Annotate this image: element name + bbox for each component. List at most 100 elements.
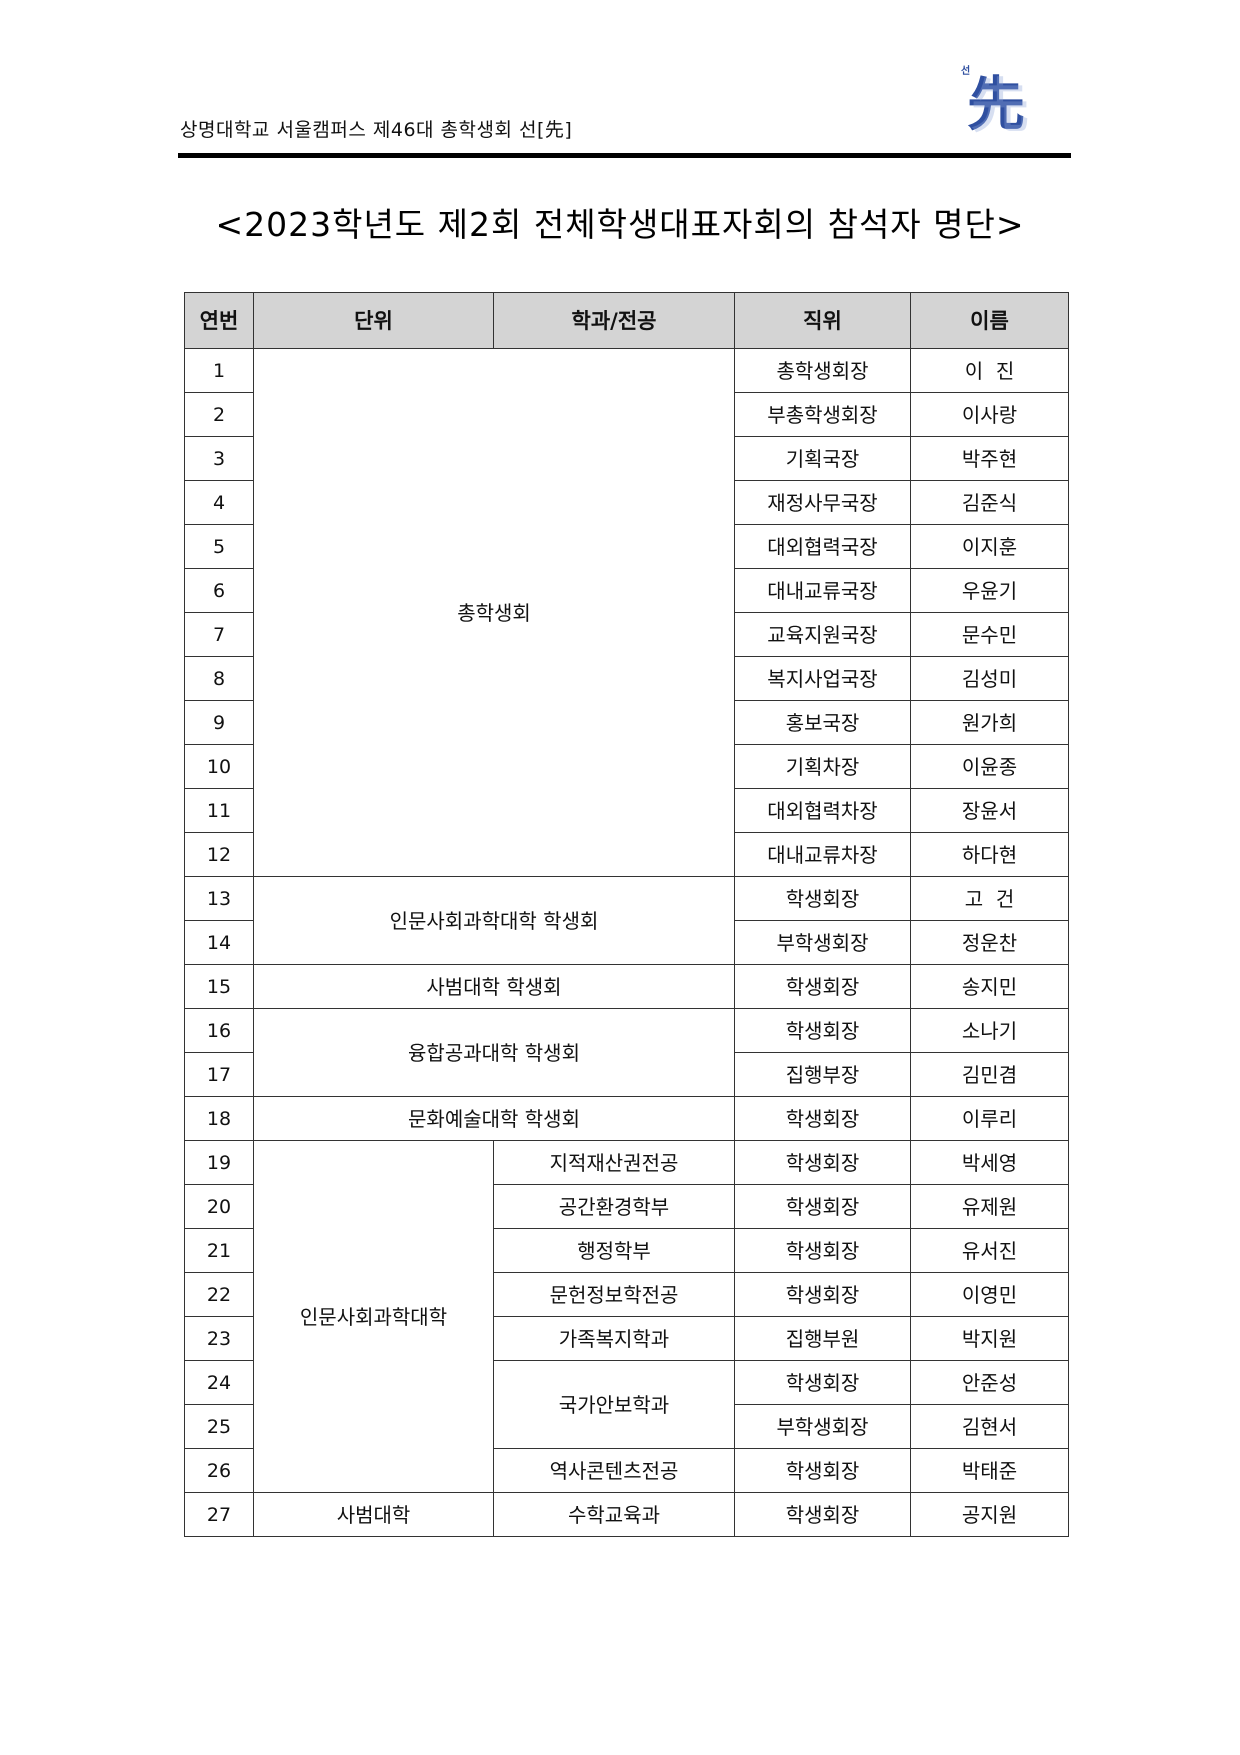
position-cell: 대내교류차장 [734, 832, 911, 877]
unit-cell: 인문사회과학대학 [253, 1140, 494, 1493]
position-cell: 대외협력국장 [734, 524, 911, 569]
unit-cell: 사범대학 [253, 1492, 494, 1537]
table-row: 21 행정학부 학생회장 유서진 [184, 1228, 1069, 1273]
position-cell: 부학생회장 [734, 1404, 911, 1449]
position-cell: 총학생회장 [734, 348, 911, 393]
position-cell: 집행부장 [734, 1052, 911, 1097]
table-row: 25 부학생회장 김현서 [184, 1404, 1069, 1449]
position-cell: 학생회장 [734, 1008, 911, 1053]
name-cell: 공지원 [910, 1492, 1069, 1537]
header-organization-text: 상명대학교 서울캠퍼스 제46대 총학생회 선[先] [180, 119, 573, 141]
position-cell: 학생회장 [734, 1272, 911, 1317]
position-cell: 학생회장 [734, 1360, 911, 1405]
position-cell: 기획국장 [734, 436, 911, 481]
row-number: 15 [184, 964, 254, 1009]
position-cell: 기획차장 [734, 744, 911, 789]
name-cell: 고 건 [910, 876, 1069, 921]
position-cell: 대외협력차장 [734, 788, 911, 833]
name-cell: 송지민 [910, 964, 1069, 1009]
row-number: 26 [184, 1448, 254, 1493]
name-cell: 김민겸 [910, 1052, 1069, 1097]
table-row: 11 대외협력차장 장윤서 [184, 788, 1069, 833]
table-row: 19 인문사회과학대학 지적재산권전공 학생회장 박세영 [184, 1140, 1069, 1493]
name-cell: 이지훈 [910, 524, 1069, 569]
row-number: 4 [184, 480, 254, 525]
name-cell: 이사랑 [910, 392, 1069, 437]
table-row: 1 총학생회 총학생회장 이 진 [184, 348, 1069, 877]
table-header-row: 연번 단위 학과/전공 직위 이름 [184, 292, 1069, 349]
department-cell: 수학교육과 [493, 1492, 735, 1537]
department-cell: 역사콘텐츠전공 [493, 1448, 735, 1493]
table-row: 17 집행부장 김민겸 [184, 1052, 1069, 1097]
name-cell: 유서진 [910, 1228, 1069, 1273]
row-number: 9 [184, 700, 254, 745]
row-number: 3 [184, 436, 254, 481]
column-header-unit: 단위 [253, 292, 494, 349]
position-cell: 학생회장 [734, 1492, 911, 1537]
position-cell: 학생회장 [734, 964, 911, 1009]
row-number: 25 [184, 1404, 254, 1449]
table-row: 10 기획차장 이윤종 [184, 744, 1069, 789]
unit-cell: 사범대학 학생회 [253, 964, 735, 1009]
row-number: 5 [184, 524, 254, 569]
row-number: 6 [184, 568, 254, 613]
row-number: 11 [184, 788, 254, 833]
row-number: 16 [184, 1008, 254, 1053]
position-cell: 학생회장 [734, 1140, 911, 1185]
row-number: 10 [184, 744, 254, 789]
position-cell: 부총학생회장 [734, 392, 911, 437]
position-cell: 학생회장 [734, 876, 911, 921]
table-row: 2 부총학생회장 이사랑 [184, 392, 1069, 437]
table-row: 15 사범대학 학생회 학생회장 송지민 [184, 964, 1069, 1009]
name-cell: 안준성 [910, 1360, 1069, 1405]
name-cell: 이 진 [910, 348, 1069, 393]
department-cell: 공간환경학부 [493, 1184, 735, 1229]
row-number: 23 [184, 1316, 254, 1361]
name-cell: 김성미 [910, 656, 1069, 701]
row-number: 12 [184, 832, 254, 877]
table-row: 13 인문사회과학대학 학생회 학생회장 고 건 [184, 876, 1069, 965]
position-cell: 대내교류국장 [734, 568, 911, 613]
position-cell: 집행부원 [734, 1316, 911, 1361]
row-number: 24 [184, 1360, 254, 1405]
position-cell: 재정사무국장 [734, 480, 911, 525]
name-cell: 하다현 [910, 832, 1069, 877]
name-cell: 이영민 [910, 1272, 1069, 1317]
name-cell: 이윤종 [910, 744, 1069, 789]
name-cell: 우윤기 [910, 568, 1069, 613]
name-cell: 박태준 [910, 1448, 1069, 1493]
student-council-logo: 선 先 先 [957, 60, 1037, 140]
name-cell: 김준식 [910, 480, 1069, 525]
logo-shadow-glyph: 先 [971, 72, 1029, 136]
position-cell: 학생회장 [734, 1448, 911, 1493]
table-row: 6 대내교류국장 우윤기 [184, 568, 1069, 613]
position-cell: 학생회장 [734, 1184, 911, 1229]
table-row: 24 국가안보학과 학생회장 안준성 [184, 1360, 1069, 1449]
department-cell: 행정학부 [493, 1228, 735, 1273]
name-cell: 김현서 [910, 1404, 1069, 1449]
name-cell: 원가희 [910, 700, 1069, 745]
table-row: 18 문화예술대학 학생회 학생회장 이루리 [184, 1096, 1069, 1141]
row-number: 2 [184, 392, 254, 437]
table-row: 4 재정사무국장 김준식 [184, 480, 1069, 525]
table-row: 27 사범대학 수학교육과 학생회장 공지원 [184, 1492, 1069, 1537]
position-cell: 홍보국장 [734, 700, 911, 745]
department-cell: 가족복지학과 [493, 1316, 735, 1361]
department-cell: 문헌정보학전공 [493, 1272, 735, 1317]
table-row: 22 문헌정보학전공 학생회장 이영민 [184, 1272, 1069, 1317]
name-cell: 소나기 [910, 1008, 1069, 1053]
name-cell: 유제원 [910, 1184, 1069, 1229]
logo-small-text: 선 [961, 64, 970, 77]
unit-cell: 인문사회과학대학 학생회 [253, 876, 735, 965]
unit-cell: 총학생회 [253, 348, 735, 877]
column-header-name: 이름 [910, 292, 1069, 349]
table-row: 12 대내교류차장 하다현 [184, 832, 1069, 877]
column-header-position: 직위 [734, 292, 911, 349]
row-number: 20 [184, 1184, 254, 1229]
header-divider [178, 153, 1071, 158]
position-cell: 교육지원국장 [734, 612, 911, 657]
logo-main-glyph: 先 [967, 70, 1025, 136]
column-header-number: 연번 [184, 292, 254, 349]
unit-cell: 융합공과대학 학생회 [253, 1008, 735, 1097]
row-number: 27 [184, 1492, 254, 1537]
